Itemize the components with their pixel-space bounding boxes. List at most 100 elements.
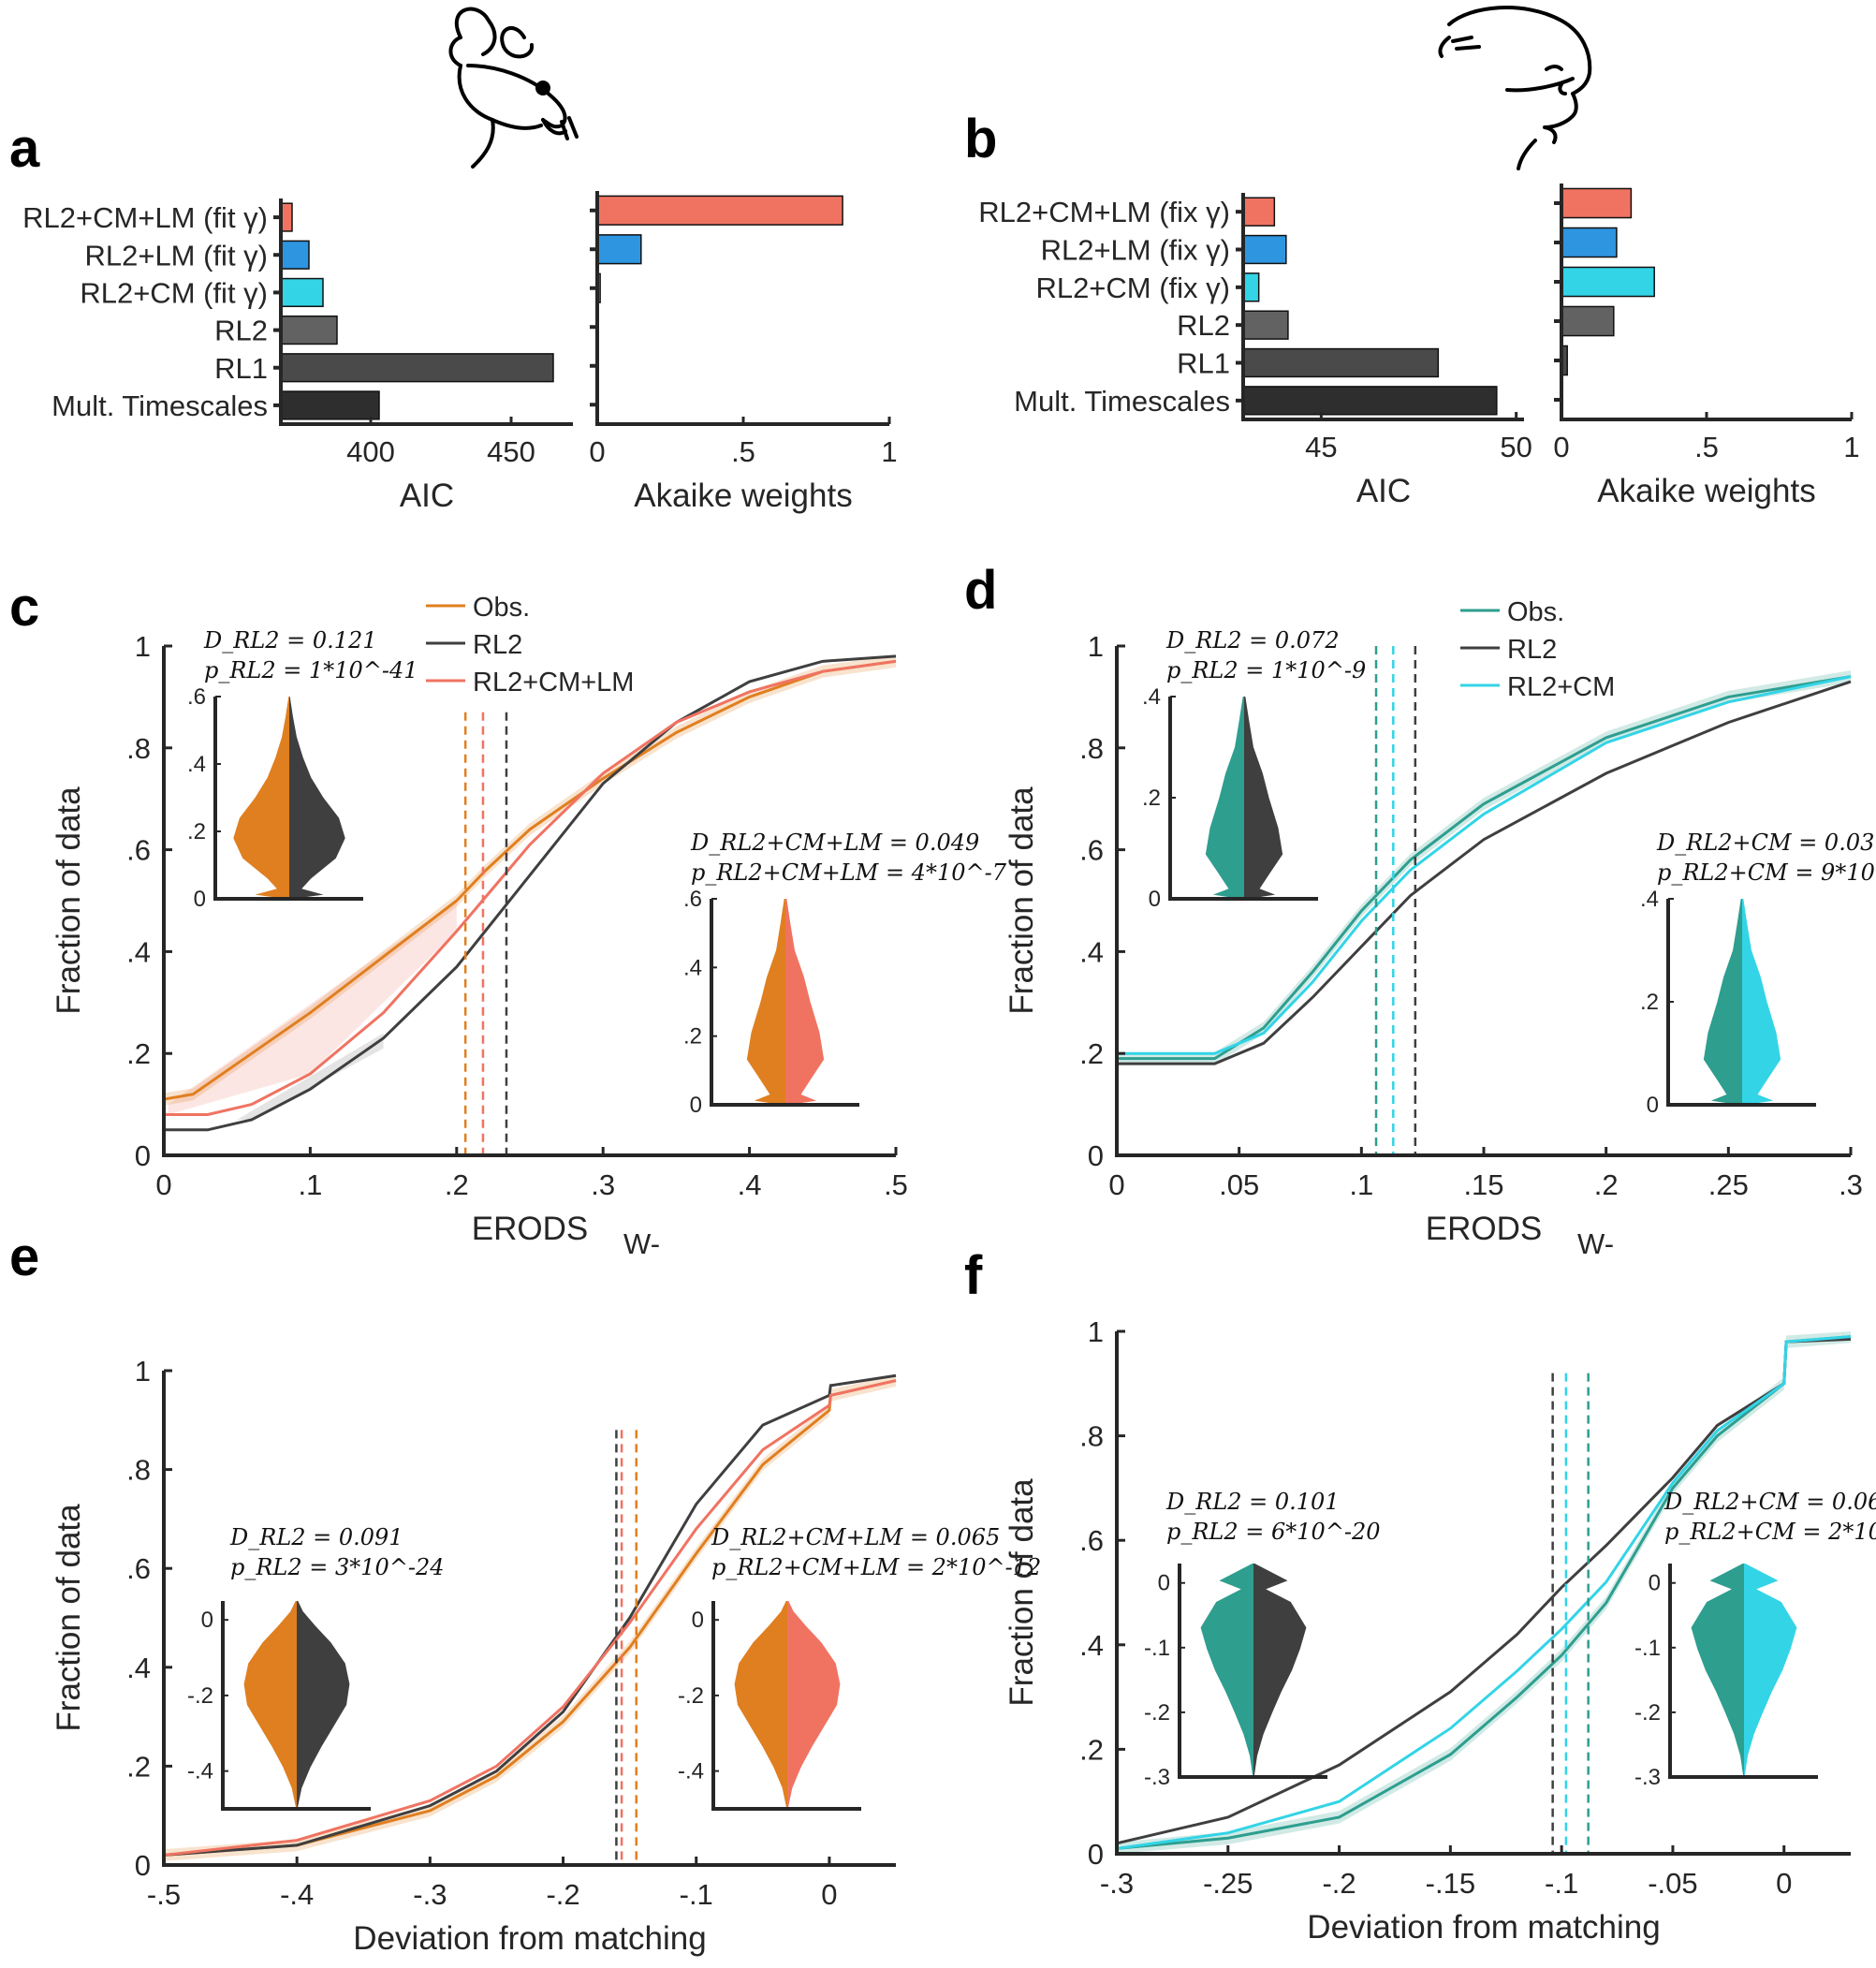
violin-d-1-model-half: [1742, 899, 1781, 1105]
xtick-label-c-1: .1: [298, 1168, 322, 1201]
band-f-0: [1117, 1331, 1851, 1854]
ytick-label-d-4: .8: [1079, 732, 1104, 765]
inset-ytick-label-e-0-0: 0: [201, 1608, 213, 1633]
ytick-label-e-1: .2: [126, 1750, 151, 1783]
axes-b-akaike: [1560, 184, 1852, 421]
xtick-label-a-akaike-2: 1: [881, 435, 897, 468]
stat-text-c-1: p_RL2 = 1*10^-41: [204, 657, 418, 683]
xtick-label-e-3: -.2: [546, 1878, 579, 1911]
bar-chart-a-aic: RL2+CM+LM (fit γ) RL2+LM (fit γ) RL2+CM (f…: [22, 198, 573, 514]
violin-f-1-model-half: [1744, 1564, 1797, 1777]
bar-a-aic-2: [280, 277, 324, 308]
mouse-head-icon: [448, 7, 579, 169]
xtick-label-d-1: .05: [1219, 1168, 1259, 1201]
inset-ytick-label-f-1-1: -.1: [1634, 1636, 1661, 1661]
panel-label-a: a: [9, 118, 40, 179]
stat-text-f-0: D_RL2 = 0.101: [1165, 1489, 1340, 1515]
ytick-label-f-4: .8: [1079, 1420, 1104, 1453]
category-label-a-aic-2: RL2+CM (fit γ): [80, 276, 268, 309]
violin-e-0-obs-half: [243, 1601, 297, 1809]
violin-e-1-obs-half: [734, 1601, 787, 1809]
ylabel-c: Fraction of data: [51, 786, 87, 1015]
stat-text-d-3: p_RL2+CM = 9*10^-3: [1657, 859, 1876, 886]
inset-axes-e-0: [221, 1601, 371, 1811]
bar-b-akaike-3: [1561, 305, 1615, 337]
violin-d-0-obs-half: [1205, 697, 1244, 899]
ytick-label-f-5: 1: [1088, 1315, 1104, 1348]
bar-chart-a-akaike: 0 .5 1 Akaike weights: [589, 191, 898, 514]
bar-a-aic-3: [280, 315, 338, 345]
violin-c-0-model-half: [289, 697, 345, 899]
bar-b-akaike-0: [1561, 187, 1633, 219]
xtick-label-c-3: .3: [591, 1168, 615, 1201]
inset-ytick-label-f-0-0: 0: [1158, 1571, 1170, 1596]
violin-f-0-model-half: [1253, 1564, 1307, 1777]
inset-ytick-label-f-1-0: 0: [1649, 1571, 1661, 1596]
bar-chart-b-akaike: 0 .5 1 Akaike weights: [1553, 184, 1860, 509]
xtick-label-d-6: .3: [1839, 1168, 1863, 1201]
inset-f-0: 0 -.1 -.2 -.3: [1144, 1564, 1327, 1790]
inset-ytick-label-f-1-3: -.3: [1634, 1765, 1661, 1790]
line-chart-f: -.3 -.25 -.2 -.15 -.1 -.05 0 0 .2 .4 .6 .8 1 Deviatio…: [1004, 1315, 1876, 1946]
bar-b-aic-3: [1242, 310, 1289, 340]
inset-ytick-label-c-0-0: 0: [194, 887, 206, 912]
xtick-label-f-4: -.1: [1545, 1867, 1578, 1900]
stat-text-d-1: p_RL2 = 1*10^-9: [1166, 657, 1366, 683]
ytick-label-c-0: 0: [135, 1139, 151, 1172]
legend-label-d-1: RL2: [1507, 635, 1557, 665]
xlabel-sub-c: W-: [623, 1227, 660, 1260]
ytick-label-e-3: .6: [126, 1552, 151, 1585]
inset-ytick-label-c-1-0: 0: [690, 1093, 702, 1118]
inset-ytick-label-c-0-2: .4: [187, 752, 206, 777]
bar-b-aic-1: [1242, 234, 1287, 265]
xtick-label-f-6: 0: [1776, 1867, 1792, 1900]
category-label-a-aic-5: Mult. Timescales: [51, 389, 268, 422]
xlabel-c: ERODS: [472, 1211, 588, 1247]
inset-ytick-label-c-1-2: .4: [683, 955, 702, 980]
stat-text-e-0: D_RL2 = 0.091: [229, 1524, 403, 1550]
ytick-label-d-2: .4: [1079, 935, 1104, 968]
inset-c-0: 0 .2 .4 .6: [187, 684, 363, 912]
bar-a-aic-5: [280, 390, 380, 420]
bar-b-aic-4: [1242, 347, 1440, 378]
ytick-label-f-1: .2: [1079, 1733, 1104, 1766]
xlabel-b-akaike: Akaike weights: [1597, 473, 1815, 509]
category-label-a-aic-1: RL2+LM (fit γ): [84, 239, 268, 272]
ytick-label-c-3: .6: [126, 834, 151, 867]
xtick-label-d-4: .2: [1594, 1168, 1619, 1201]
xlabel-a-aic: AIC: [400, 477, 454, 514]
inset-f-1: 0 -.1 -.2 -.3: [1634, 1564, 1818, 1790]
stat-text-f-3: p_RL2+CM = 2*10^-8: [1664, 1519, 1876, 1545]
xtick-label-b-akaike-1: .5: [1694, 431, 1719, 463]
legend-label-d-0: Obs.: [1507, 597, 1564, 627]
xlabel-a-akaike: Akaike weights: [634, 477, 852, 514]
violin-c-0-obs-half: [233, 697, 289, 899]
ytick-label-f-3: .6: [1079, 1524, 1104, 1557]
ytick-label-c-5: 1: [135, 630, 151, 663]
violin-e-0-model-half: [297, 1601, 350, 1809]
inset-c-1: 0 .2 .4 .6: [683, 887, 859, 1118]
xtick-label-f-3: -.15: [1426, 1867, 1475, 1900]
inset-ytick-label-f-0-2: -.2: [1144, 1700, 1170, 1726]
category-label-a-aic-4: RL1: [214, 352, 268, 385]
inset-ytick-label-f-1-2: -.2: [1634, 1700, 1661, 1726]
line-chart-c: 0 .1 .2 .3 .4 .5 0 .2 .4 .6 .8 1 ERODS W- Fraction of …: [51, 593, 1007, 1260]
shade-c-1: [237, 1033, 384, 1120]
inset-ytick-label-c-1-1: .2: [683, 1024, 702, 1050]
xtick-label-d-0: 0: [1108, 1168, 1124, 1201]
xlabel-sub-d: W-: [1577, 1227, 1614, 1260]
xtick-label-e-5: 0: [821, 1878, 837, 1911]
category-label-a-aic-3: RL2: [214, 315, 268, 347]
xtick-label-e-2: -.3: [413, 1878, 447, 1911]
violin-c-1-obs-half: [746, 899, 785, 1105]
line-chart-e: -.5 -.4 -.3 -.2 -.1 0 0 .2 .4 .6 .8 1 Deviation from…: [51, 1355, 1041, 1957]
band-c-0: [164, 654, 896, 1106]
ylabel-e: Fraction of data: [51, 1504, 87, 1732]
stat-text-f-2: D_RL2+CM = 0.065: [1663, 1489, 1876, 1515]
category-label-b-aic-5: Mult. Timescales: [1014, 385, 1230, 418]
series-line-c-0: [162, 659, 897, 1155]
stat-text-e-1: p_RL2 = 3*10^-24: [230, 1554, 445, 1580]
xtick-label-a-aic-1: 450: [487, 435, 535, 468]
ytick-label-f-2: .4: [1079, 1629, 1104, 1662]
